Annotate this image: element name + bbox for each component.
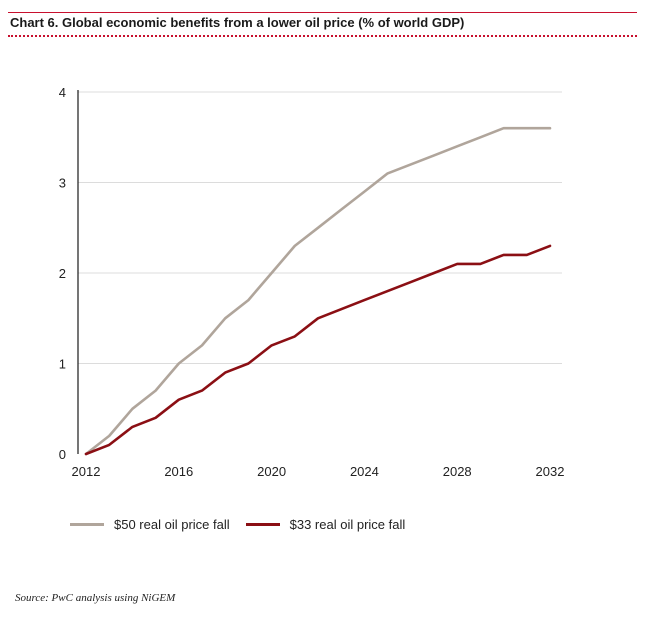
chart-title: Chart 6. Global economic benefits from a… xyxy=(10,15,465,30)
legend-swatch-33 xyxy=(245,523,280,526)
x-tick-label: 2028 xyxy=(443,464,472,479)
y-tick-label: 1 xyxy=(59,357,66,372)
dotted-rule xyxy=(8,35,637,37)
y-axis-ticks: 0 1 2 3 4 xyxy=(59,85,66,462)
y-tick-label: 2 xyxy=(59,266,66,281)
legend-label-33: $33 real oil price fall xyxy=(289,517,406,532)
x-tick-label: 2024 xyxy=(350,464,379,479)
series-line-33 xyxy=(84,244,552,456)
x-tick-label: 2012 xyxy=(72,464,101,479)
legend-label-50: $50 real oil price fall xyxy=(114,517,230,532)
top-rule xyxy=(8,12,637,13)
x-tick-label: 2020 xyxy=(257,464,286,479)
y-tick-label: 4 xyxy=(59,85,66,100)
x-tick-label: 2032 xyxy=(536,464,565,479)
legend: $50 real oil price fall $33 real oil pri… xyxy=(70,517,421,532)
x-axis-ticks: 2012 2016 2020 2024 2028 2032 xyxy=(72,464,565,479)
source-note: Source: PwC analysis using NiGEM xyxy=(15,592,176,604)
gridlines xyxy=(78,91,562,364)
y-tick-label: 3 xyxy=(59,176,66,191)
series-line-50 xyxy=(84,126,552,456)
y-tick-label: 0 xyxy=(59,447,66,462)
x-tick-label: 2016 xyxy=(164,464,193,479)
legend-item-50: $50 real oil price fall xyxy=(70,517,230,532)
series-group xyxy=(84,126,552,456)
legend-swatch-50 xyxy=(70,523,104,526)
legend-item-33: $33 real oil price fall xyxy=(245,517,406,532)
